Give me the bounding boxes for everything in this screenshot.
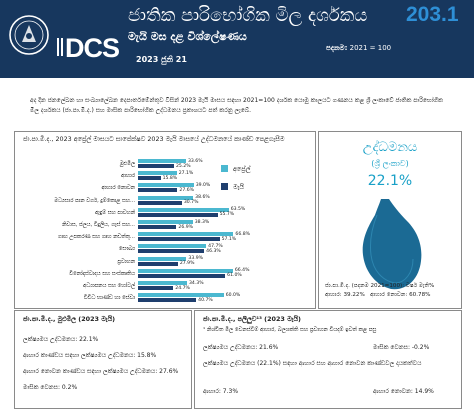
bar-may	[138, 200, 182, 205]
bar-may	[138, 237, 220, 242]
bar-value-label: 27.1%	[178, 170, 194, 176]
category-label: විවිධ භාණ්ඩ හා සේවා	[83, 295, 135, 302]
category-label: අධ්‍යාපනය සහ හෝටල්	[83, 283, 135, 289]
bar-may	[138, 176, 161, 181]
bar-value-label: 60.0%	[225, 292, 241, 298]
bar-may	[138, 261, 178, 266]
bar-value-label: 39.0%	[195, 182, 211, 188]
bar-april	[138, 232, 234, 237]
core-note: ¹ නිශ්චිත මිල වෙනස්වීම් ආහාර, බලශක්ති සහ…	[203, 327, 377, 333]
category-label: නිවාස, ජලය, විදුලිය, ගෑස් සහ...	[62, 222, 135, 228]
bar-value-label: 55.7%	[219, 212, 235, 218]
sri-lanka-map	[362, 199, 422, 290]
bar-value-label: 47.7%	[208, 243, 223, 249]
inflation-panel: උද්ධමනය (ශ්‍රී ලංකාව) 22.1% ජා.පා.මි.ද. …	[318, 131, 462, 309]
bar-may	[138, 188, 178, 193]
inflation-note: ජා.පා.මි.ද. (පදනම 2021=100): වර්ෂ මැති% …	[325, 283, 435, 298]
inflation-country: (ශ්‍රී ලංකාව)	[371, 159, 409, 168]
bar-may	[138, 273, 226, 278]
bar-may	[138, 212, 218, 217]
bar-value-label: 46.3%	[206, 248, 221, 254]
bar-value-label: 63.5%	[230, 207, 246, 213]
inflation-value: 22.1%	[367, 173, 413, 189]
bar-april	[138, 244, 207, 249]
bar-value-label: 30.7%	[183, 200, 199, 206]
bar-april	[138, 256, 187, 261]
bar-april	[138, 207, 229, 212]
bar-value-label: 27.6%	[179, 187, 195, 193]
category-label: විනෝදාස්වාදය සහ සංස්කෘතිය	[69, 270, 135, 277]
core-yoy: ලක්ෂ්‍යමය උද්ධමනය: 21.6%	[203, 344, 279, 351]
chart-legend: අප්‍රේල් මැයි	[221, 165, 251, 201]
core-inflation-box: ජා.පා.මි.ද., පලිලුව¹³ (2023 මැයි) ¹ නිශ්…	[194, 310, 462, 409]
bar-value-label: 25.2%	[176, 163, 191, 169]
bar-value-label: 33.9%	[188, 256, 204, 262]
bar-value-label: 66.8%	[235, 231, 251, 237]
bar-value-label: 40.7%	[198, 297, 213, 303]
inflation-chart-panel: ජා.පා.මි.ද., 2023 අප්‍රේල් මාසයට සාපේක්ෂ…	[14, 131, 316, 309]
bar-may	[138, 249, 205, 254]
bar-value-label: 57.1%	[221, 236, 237, 242]
category-label: ආහාර නොවන	[101, 185, 135, 192]
bar-april	[138, 183, 194, 188]
headline-inflation-box: ජා.පා.මි.ද., මුළුමිල (2023 මැයි) ලක්ෂ්‍ය…	[14, 310, 192, 409]
category-label: සෞඛ්‍ය	[118, 246, 135, 253]
page-subtitle: මැයි මස දළ විශ්ලේෂණය	[128, 30, 247, 43]
chart-title: ජා.පා.මි.ද., 2023 අප්‍රේල් මාසයට සාපේක්ෂ…	[23, 135, 285, 143]
headline-yoy: ලක්ෂ්‍යමය උද්ධමනය: 22.1%	[23, 336, 99, 343]
category-label: මුළුමිල	[119, 161, 135, 167]
bar-may	[138, 164, 174, 168]
category-label: ප්‍රවාහන	[117, 258, 135, 265]
bar-value-label: 26.9%	[178, 224, 194, 230]
headline-nonfood: ආහාර නොවන කාණ්ඩය සඳහා ලක්ෂ්‍යමය උද්ධමනය:…	[23, 368, 179, 375]
document-number: 203.1	[406, 3, 459, 26]
bar-april	[138, 293, 224, 298]
bar-may	[138, 298, 197, 303]
bar-april	[138, 171, 177, 176]
contribution-food: ආහාර: 7.3%	[203, 388, 239, 395]
bar-april	[138, 195, 194, 200]
inflation-heading: උද්ධමනය	[362, 140, 418, 155]
intro-paragraph: අද දින ජනලේඛන හා සංඛ්‍යාලේඛන දෙපාර්තමේන්…	[30, 97, 443, 114]
category-label: ඇඳුම් සහ පාවහන්	[94, 209, 135, 216]
legend-may: මැයි	[221, 183, 251, 193]
base-year: පදනම: 2021 = 100	[326, 44, 392, 52]
bar-april	[138, 281, 187, 285]
bar-value-label: 24.7%	[175, 285, 190, 291]
core-mom: මාසික වෙනස: -0.2%	[373, 344, 430, 351]
category-label: ආහාර	[121, 173, 135, 180]
core-box-title: ජා.පා.මි.ද., පලිලුව¹³ (2023 මැයි)	[203, 315, 301, 323]
bar-value-label: 66.4%	[234, 268, 250, 274]
headline-box-title: ජා.පා.මි.ද., මුළුමිල (2023 මැයි)	[23, 315, 116, 323]
bar-april	[138, 220, 193, 224]
legend-april: අප්‍රේල්	[221, 165, 251, 175]
government-seal-icon	[9, 15, 49, 55]
bar-value-label: 33.6%	[188, 158, 203, 164]
headline-food: ආහාර කාණ්ඩය සඳහා ලක්ෂ්‍යමය උද්ධමනය: 15.8…	[23, 352, 157, 359]
contribution-nonfood: ආහාර නොවන: 14.9%	[373, 388, 434, 395]
bar-value-label: 15.8%	[162, 175, 178, 181]
bar-value-label: 61.0%	[227, 273, 242, 279]
bar-value-label: 38.6%	[195, 195, 210, 201]
category-label: මධ්‍යසාර පාන වර්ග, දුම්කොළ සහ...	[54, 197, 135, 204]
contribution-label: ලක්ෂ්‍යමය උද්ධමනය (22.1%) සඳහා ආහාර සහ ආ…	[203, 360, 422, 367]
bar-value-label: 34.3%	[189, 280, 204, 286]
header-banner: DCS ජාතික පාරිභෝගික මිල දර්ශකය මැයි මස ද…	[0, 0, 474, 78]
bar-april	[138, 268, 233, 273]
bar-value-label: 27.9%	[179, 261, 195, 267]
page-title: ජාතික පාරිභෝගික මිල දර්ශකය	[128, 5, 368, 26]
dcs-logo: DCS	[57, 33, 120, 64]
bar-may	[138, 286, 174, 290]
category-label: ගෘහ උපකරණ සහ ගෘහ නඩත්තු...	[57, 234, 135, 241]
headline-mom: මාසික වෙනස: 0.2%	[23, 384, 78, 391]
bar-april	[138, 159, 186, 163]
bar-may	[138, 225, 177, 229]
bar-value-label: 38.3%	[194, 219, 210, 225]
release-date: 2023 ජුනි 21	[136, 55, 187, 64]
